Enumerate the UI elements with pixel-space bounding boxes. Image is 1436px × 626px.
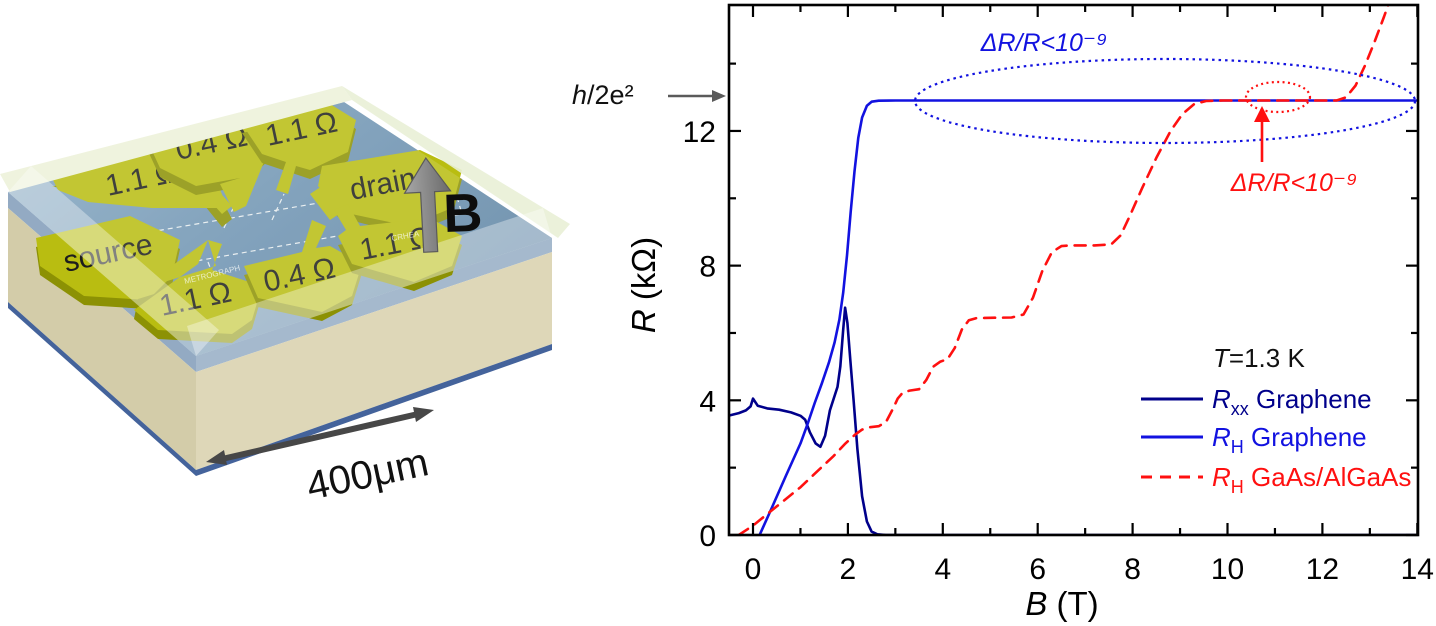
contact-top [244, 220, 362, 312]
x-tick-label: 8 [1124, 553, 1141, 586]
chart-frame [727, 3, 1420, 537]
substrate-base-edge-left [8, 302, 196, 476]
cap-layer-front-right-bevel [187, 208, 552, 356]
chart-curves [730, 6, 1417, 534]
contact-pad: 1.1 Ω [242, 104, 356, 194]
contact-pads: 1.1 Ω 0.4 Ω 1.1 Ω drain [36, 104, 462, 343]
legend-label-rxx-graphene: Rxx Graphene [1212, 384, 1372, 419]
contact-top [36, 216, 180, 300]
x-tick-label: 10 [1211, 553, 1244, 586]
x-tick-label: 4 [934, 553, 951, 586]
x-tick-label: 12 [1306, 553, 1339, 586]
scale-bar-arrowhead-right [413, 407, 434, 422]
y-axis-title: R (kΩ) [625, 237, 662, 333]
contact-pad: 1.1 Ω [134, 240, 262, 343]
device-illustration: 1.1 Ω 0.4 Ω 1.1 Ω drain [0, 86, 570, 509]
x-tick-label: 6 [1029, 553, 1046, 586]
y-tick-label: 4 [699, 385, 716, 418]
cap-layer-tint [8, 102, 552, 356]
axis-tick-labels: 0 2 4 6 8 10 12 14 0 4 8 12 [683, 116, 1434, 586]
red-highlight-ellipse [1244, 80, 1312, 114]
curve-rh-gaas-algaas [737, 6, 1390, 534]
x-tick-label: 0 [745, 553, 762, 586]
red-annotation-label: ΔR/R<10⁻⁹ [1230, 169, 1358, 197]
blue-annotation-label: ΔR/R<10⁻⁹ [980, 29, 1108, 57]
cap-layer-right-bevel [342, 86, 570, 238]
curve-rh-graphene [758, 99, 1417, 534]
b-field-label: B [442, 183, 483, 244]
y-tick-label: 0 [699, 520, 716, 553]
chart: h/2e² ΔR/R<10⁻⁹ ΔR/R<10⁻⁹ T=1.3 K Rxx Gr… [572, 3, 1434, 622]
curve-rxx-graphene [730, 306, 1417, 534]
legend-label-rh-gaas: RH GaAs/AlGaAs [1212, 462, 1411, 497]
cap-layer-front-left-bevel [8, 166, 219, 356]
contact-pad: 0.4 Ω [244, 220, 362, 321]
y-tick-label: 12 [683, 116, 716, 149]
contact-top [134, 240, 262, 334]
blue-highlight-ellipse [913, 57, 1417, 145]
legend-condition: T=1.3 K [1213, 343, 1305, 373]
legend-label-rh-graphene: RH Graphene [1212, 422, 1367, 457]
scale-bar-label: 400μm [303, 440, 433, 509]
red-annotation-arrow-head [1254, 106, 1270, 122]
magnetic-field-arrow [403, 156, 452, 253]
reference-arrow-head [712, 90, 726, 102]
legend: T=1.3 K Rxx Graphene RH Graphene RH GaAs… [1141, 343, 1411, 497]
scale-bar-arrowhead-left [206, 450, 227, 465]
x-axis-title: B (T) [1025, 585, 1098, 622]
epilayer-edge-right [196, 238, 552, 372]
x-tick-label: 14 [1401, 553, 1434, 586]
cap-layer-back-bevel [0, 86, 352, 192]
substrate-front-right-face [196, 252, 552, 470]
contact-top [242, 104, 356, 194]
x-tick-label: 2 [840, 553, 857, 586]
y-tick-label: 8 [699, 251, 716, 284]
reference-label: h/2e² [572, 80, 634, 110]
scale-bar-line [221, 411, 419, 462]
